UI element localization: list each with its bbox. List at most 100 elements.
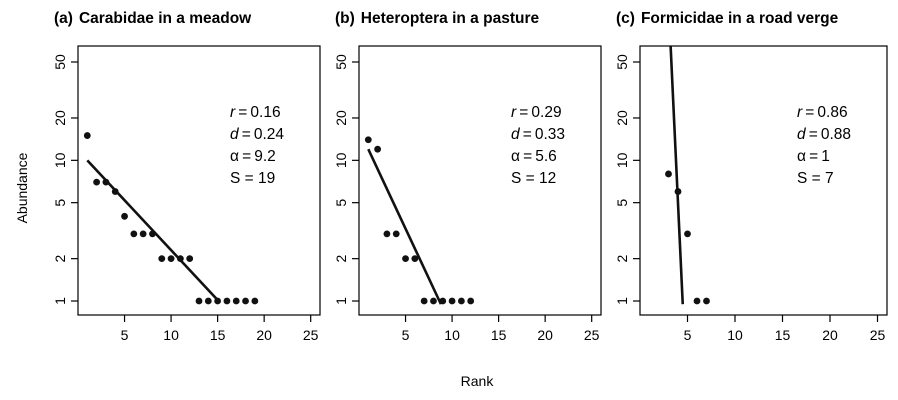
panel-b-fit-line [367,148,443,305]
panel-b-point [457,297,465,305]
stat-symbol: α [797,148,806,165]
stat-value: = 9.2 [239,148,276,165]
panel-b-y-tick-label: 5 [333,199,349,207]
stat-value: = 0.16 [235,104,280,121]
panel-c-d-value: d = 0.88 [797,126,851,143]
panel-a-point [195,297,203,305]
panel-c-point [665,170,672,178]
panel-a-x-tick-label: 15 [210,327,226,343]
panel-a-r-value: r = 0.16 [230,104,281,121]
panel-b-d-value: d = 0.33 [511,126,565,143]
panel-c-y-tick-label: 50 [614,54,630,70]
stat-value: = 12 [521,170,556,187]
panel-c-point [703,297,710,305]
panel-a-y-tick-label: 10 [52,152,68,168]
panel-a-point [83,132,91,139]
panel-c-x-tick-label: 5 [684,327,692,343]
panel-a-y-tick-label: 1 [52,297,68,305]
panel-c-title-text: Formicidae in a road verge [641,10,839,27]
panel-a-y-tick-label: 5 [52,199,68,207]
panel-b-x-tick-label: 10 [444,327,460,343]
panel-a-point [167,255,175,263]
stat-symbol: S [511,170,521,187]
stat-value: = 0.33 [520,126,565,143]
panel-c-y-tick-label: 1 [614,297,630,305]
panel-b-y-tick-label: 10 [333,152,349,168]
panel-c-alpha-value: α = 1 [797,148,830,165]
panel-b-point [364,136,372,144]
panel-c-x-tick-label: 15 [775,327,791,343]
panel-a-x-tick-label: 20 [256,327,272,343]
panel-a-x-tick-label: 10 [163,327,179,343]
panel-a-x-tick-label: 25 [303,327,319,343]
panel-b-alpha-value: α = 5.6 [511,148,557,165]
panel-c-y-tick-label: 10 [614,152,630,168]
panel-b-y-tick-label: 2 [333,255,349,263]
stat-symbol: S [230,170,240,187]
stat-symbol: S [797,170,807,187]
stat-value: = 0.29 [516,104,561,121]
stat-value: = 5.6 [520,148,557,165]
panel-b-point [448,297,456,305]
panel-b-point [374,145,382,153]
panel-a-d-value: d = 0.24 [230,126,284,143]
stat-symbol: r [797,104,803,121]
panel-b-point [402,255,409,263]
panel-b-y-tick-label: 1 [333,297,349,305]
panel-b-x-tick-label: 5 [402,327,410,343]
panel-b-x-tick-label: 15 [491,327,507,343]
panel-a-label: (a) [54,10,73,27]
panel-a-point [242,297,249,305]
panel-b-y-tick-label: 20 [333,110,349,126]
panel-b-title: (b) Heteroptera in a pasture [335,10,539,27]
panel-b-point [383,230,391,238]
panel-b-y-tick-label: 50 [333,54,349,70]
panel-a-point [130,230,138,238]
panel-a-point [251,297,259,305]
stat-value: = 7 [807,170,833,187]
panel-c-frame [639,45,888,316]
panel-a-frame [77,45,321,316]
panel-a-title: (a) Carabidae in a meadow [54,10,252,27]
stat-symbol: d [797,126,807,143]
panel-a-point [93,178,101,186]
panel-b-point [392,230,400,238]
panel-a-point [121,212,128,220]
panel-b-x-tick-label: 20 [537,327,553,343]
panel-a-point [232,297,240,305]
panel-c-point [693,297,701,305]
panel-c-y-tick-label: 5 [614,199,630,207]
stat-symbol: d [230,126,240,143]
panel-b-point [467,297,475,305]
panel-a-y-tick-label: 50 [52,54,68,70]
panel-a-alpha-value: α = 9.2 [230,148,276,165]
stat-symbol: α [511,148,520,165]
panel-b-point [411,255,419,263]
panel-c-r-value: r = 0.86 [797,104,848,121]
panel-b-label: (b) [335,10,355,27]
panel-b-title-text: Heteroptera in a pasture [361,10,540,27]
panel-a-x-tick-label: 5 [121,327,129,343]
panel-b-species-count: S = 12 [511,170,556,187]
stat-value: = 0.24 [239,126,285,143]
panel-c-x-tick-label: 20 [822,327,838,343]
panel-c-x-tick-label: 10 [727,327,743,343]
panel-a-species-count: S = 19 [230,170,275,187]
panel-a-point [204,297,212,305]
panel-c-label: (c) [616,10,635,27]
panel-a-point [186,255,194,263]
panel-c-x-tick-label: 25 [870,327,886,343]
stat-value: = 1 [806,148,830,165]
stat-symbol: d [511,126,521,143]
panel-a-y-tick-label: 20 [52,110,68,126]
stat-value: = 19 [240,170,275,187]
y-axis-title: Abundance [14,152,30,223]
stat-symbol: α [230,148,239,165]
panel-c-y-tick-label: 20 [614,110,630,126]
panel-c-title: (c) Formicidae in a road verge [616,10,839,27]
stat-symbol: r [230,104,236,121]
panel-c-y-tick-label: 2 [614,255,630,263]
panel-b-point [430,297,437,305]
